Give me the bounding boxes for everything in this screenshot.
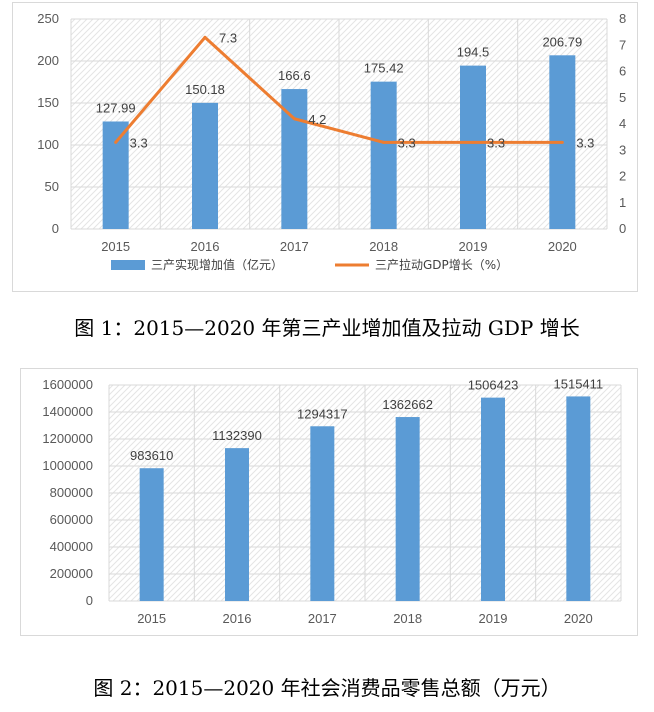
bar-data-label: 166.6 xyxy=(278,68,311,83)
y-tick-label: 200 xyxy=(37,53,59,68)
x-tick-label: 2019 xyxy=(459,239,488,254)
y2-tick-label: 3 xyxy=(619,142,626,157)
y2-tick-label: 5 xyxy=(619,90,626,105)
line-point xyxy=(114,140,118,144)
bar-data-label: 194.5 xyxy=(457,45,490,60)
line-data-label: 3.3 xyxy=(487,135,505,150)
y2-tick-label: 8 xyxy=(619,11,626,26)
y-tick-label: 1000000 xyxy=(42,458,93,473)
bar xyxy=(566,396,591,601)
bar-data-label: 983610 xyxy=(130,448,173,463)
y-tick-label: 1600000 xyxy=(42,377,93,392)
bar-data-label: 206.79 xyxy=(542,34,582,49)
bar-data-label: 1362662 xyxy=(382,397,433,412)
chart-2-panel: 0 200000 400000 600000 800000 1000000 1200000 1… xyxy=(20,368,638,636)
x-tick-label: 2015 xyxy=(137,611,166,626)
series-line xyxy=(114,35,563,144)
bar xyxy=(310,426,335,601)
figure-1-caption: 图 1：2015—2020 年第三产业增加值及拉动 GDP 增长 xyxy=(74,316,580,340)
bar xyxy=(460,65,486,229)
line-data-label: 4.2 xyxy=(308,112,326,127)
y-tick-label: 150 xyxy=(37,95,59,110)
line-data-label: 3.3 xyxy=(576,135,594,150)
bar-data-label: 1132390 xyxy=(212,428,262,443)
y-tick-label: 1400000 xyxy=(42,404,93,419)
bar-data-label: 127.99 xyxy=(96,100,136,115)
chart-2-svg: 0 200000 400000 600000 800000 1000000 1200000 1… xyxy=(42,376,622,626)
x-tick-label: 2017 xyxy=(280,239,309,254)
line-point xyxy=(203,35,207,39)
y-tick-label: 0 xyxy=(52,221,59,236)
y2-tick-label: 0 xyxy=(619,221,626,236)
y-tick-label: 400000 xyxy=(50,539,93,554)
legend-bar-swatch xyxy=(111,260,145,270)
chart-1-svg: 0 50 100 150 200 250 0 1 2 3 4 5 6 7 8 127.99 150.18 166.… xyxy=(37,11,626,272)
x-tick-label: 2020 xyxy=(548,239,577,254)
y-tick-label: 250 xyxy=(37,11,59,26)
y2-tick-label: 2 xyxy=(619,169,626,184)
chart-1-panel: 0 50 100 150 200 250 0 1 2 3 4 5 6 7 8 127.99 150.18 166.… xyxy=(12,2,638,292)
line-data-label: 3.3 xyxy=(130,135,148,150)
y2-tick-label: 6 xyxy=(619,64,626,79)
y2-tick-label: 4 xyxy=(619,116,626,131)
bar-data-label: 1506423 xyxy=(468,378,519,393)
x-tick-label: 2016 xyxy=(191,239,220,254)
y2-tick-label: 7 xyxy=(619,37,626,52)
legend-bar-label: 三产实现增加值（亿元） xyxy=(151,257,283,272)
bar-data-label: 1515411 xyxy=(554,376,604,391)
bar xyxy=(395,417,420,601)
x-tick-label: 2018 xyxy=(369,239,398,254)
y-tick-label: 1200000 xyxy=(42,431,93,446)
x-tick-label: 2019 xyxy=(479,611,508,626)
x-tick-label: 2020 xyxy=(564,611,593,626)
x-tick-label: 2017 xyxy=(308,611,337,626)
bar xyxy=(225,448,249,601)
bar-data-label: 150.18 xyxy=(185,82,225,97)
y-tick-label: 0 xyxy=(86,593,93,608)
bar-data-label: 1294317 xyxy=(297,406,348,421)
x-tick-label: 2015 xyxy=(101,239,130,254)
x-tick-label: 2018 xyxy=(393,611,422,626)
bar xyxy=(102,121,129,229)
figure-2-caption: 图 2：2015—2020 年社会消费品零售总额（万元） xyxy=(93,676,561,700)
y-tick-label: 200000 xyxy=(50,566,93,581)
bar xyxy=(139,468,164,601)
y-tick-label: 600000 xyxy=(50,512,93,527)
bar-data-label: 175.42 xyxy=(364,61,404,76)
legend-line-label: 三产拉动GDP增长（%） xyxy=(375,257,508,272)
line-point xyxy=(382,140,386,144)
y-tick-label: 100 xyxy=(37,137,59,152)
y-tick-label: 800000 xyxy=(50,485,93,500)
line-point xyxy=(560,140,564,144)
x-tick-label: 2016 xyxy=(223,611,252,626)
line-point xyxy=(471,140,475,144)
line-data-label: 7.3 xyxy=(219,30,237,45)
bar xyxy=(370,81,397,229)
bar xyxy=(481,397,505,601)
y2-tick-label: 1 xyxy=(619,195,626,210)
line-point xyxy=(292,117,296,121)
line-data-label: 3.3 xyxy=(398,135,416,150)
y-tick-label: 50 xyxy=(45,179,59,194)
bar xyxy=(192,102,218,229)
